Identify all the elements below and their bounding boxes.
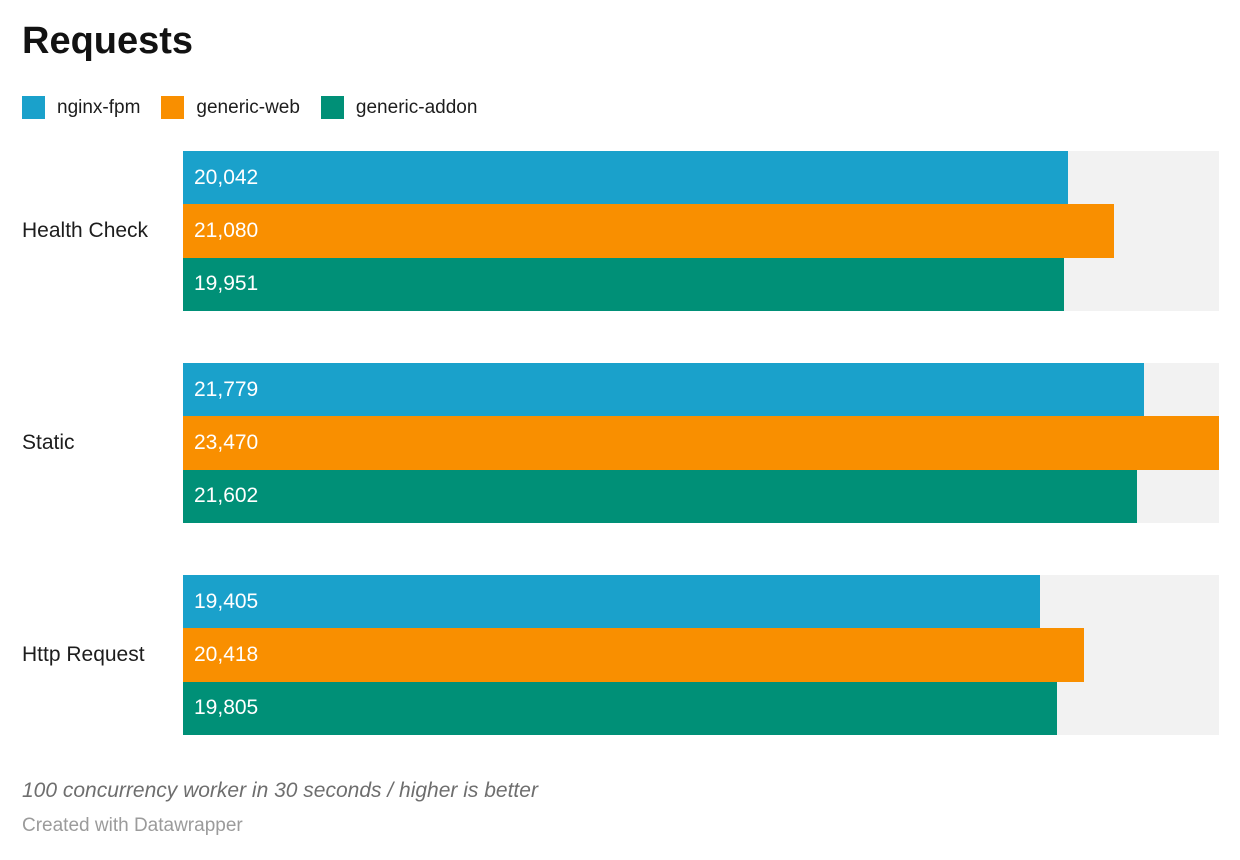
bar-chart: Health Check 20,042 21,080 19,951 Static 21,7… bbox=[22, 151, 1219, 735]
bar-value-label: 20,418 bbox=[194, 642, 259, 666]
legend-item-generic-web: generic-web bbox=[161, 96, 300, 119]
chart-legend: nginx-fpm generic-web generic-addon bbox=[22, 96, 1219, 119]
bar-value-label: 19,951 bbox=[194, 272, 259, 296]
bar-track: 21,779 23,470 21,602 bbox=[183, 363, 1219, 523]
bar-value-label: 23,470 bbox=[194, 430, 259, 454]
legend-label: nginx-fpm bbox=[57, 96, 141, 118]
legend-label: generic-addon bbox=[355, 96, 478, 118]
legend-item-generic-addon: generic-addon bbox=[320, 96, 478, 119]
legend-swatch-icon bbox=[22, 96, 45, 119]
category-label: Http Request bbox=[22, 643, 145, 666]
bar-value-label: 21,080 bbox=[194, 218, 259, 242]
legend-swatch-icon bbox=[161, 96, 185, 119]
legend-item-nginx-fpm: nginx-fpm bbox=[22, 96, 140, 119]
bar-generic-addon: 19,805 bbox=[183, 681, 1058, 735]
bar-generic-addon: 19,951 bbox=[183, 257, 1064, 311]
bar-value-label: 21,779 bbox=[194, 377, 259, 401]
legend-label: generic-web bbox=[196, 96, 300, 118]
category-label: Static bbox=[22, 431, 75, 454]
bar-generic-web: 21,080 bbox=[183, 204, 1114, 258]
bar-generic-addon: 21,602 bbox=[183, 469, 1137, 523]
bar-generic-web: 20,418 bbox=[183, 628, 1085, 682]
bar-group: Health Check 20,042 21,080 19,951 bbox=[22, 151, 1219, 311]
datawrapper-credit-link[interactable]: Created with Datawrapper bbox=[22, 815, 243, 836]
bar-track: 20,042 21,080 19,951 bbox=[183, 151, 1219, 311]
chart-title: Requests bbox=[22, 20, 194, 62]
bar-value-label: 19,805 bbox=[194, 696, 259, 720]
chart-footnote: 100 concurrency worker in 30 seconds / h… bbox=[22, 779, 538, 802]
bar-nginx-fpm: 19,405 bbox=[183, 575, 1040, 629]
bar-nginx-fpm: 20,042 bbox=[183, 151, 1068, 205]
bar-nginx-fpm: 21,779 bbox=[183, 363, 1145, 417]
bar-group: Static 21,779 23,470 21,602 bbox=[22, 363, 1219, 523]
bar-value-label: 21,602 bbox=[194, 484, 259, 508]
bar-track: 19,405 20,418 19,805 bbox=[183, 575, 1219, 735]
bar-value-label: 20,042 bbox=[194, 165, 259, 189]
bar-value-label: 19,405 bbox=[194, 589, 259, 613]
bar-group: Http Request 19,405 20,418 19,805 bbox=[22, 575, 1219, 735]
bar-generic-web: 23,470 bbox=[183, 416, 1219, 470]
category-label: Health Check bbox=[22, 219, 149, 242]
legend-swatch-icon bbox=[320, 96, 344, 119]
